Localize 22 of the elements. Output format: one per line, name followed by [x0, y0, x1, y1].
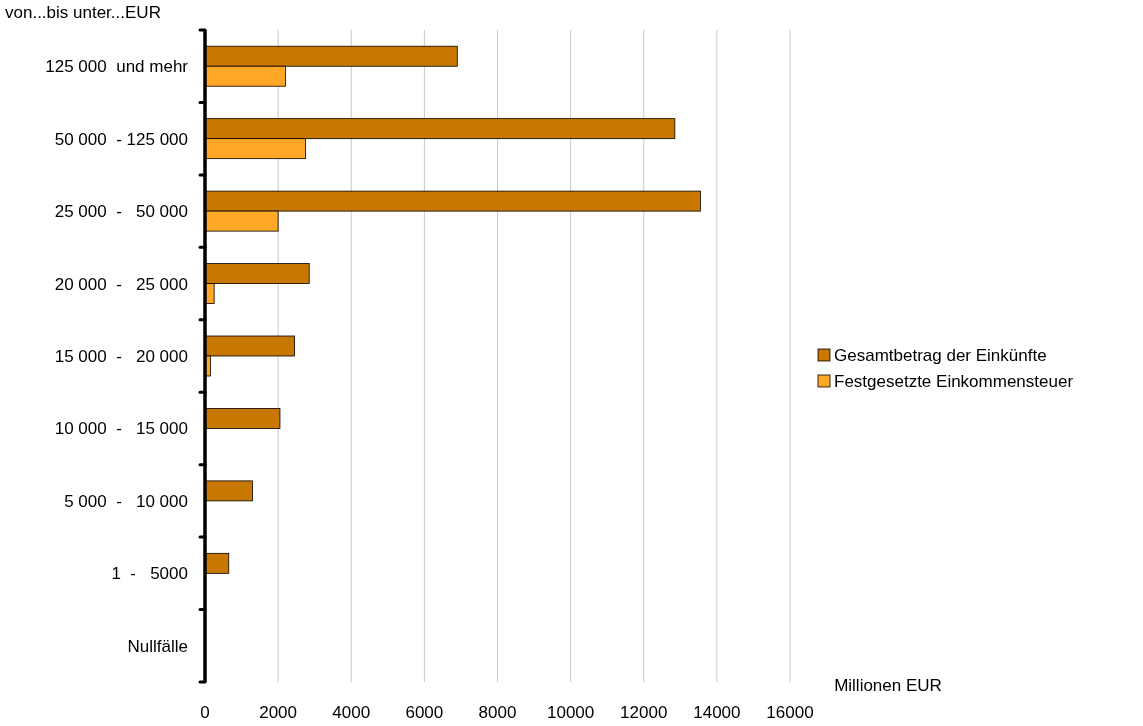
legend-label: Gesamtbetrag der Einkünfte — [834, 345, 1047, 365]
y-tick-label: 50 000 - 125 000 — [54, 129, 188, 149]
x-tick-label: 0 — [200, 703, 210, 722]
x-tick-label: 12000 — [620, 703, 668, 722]
y-tick-label: 125 000 und mehr — [45, 57, 189, 77]
x-tick-label: 10000 — [546, 703, 595, 722]
y-tick-label: 5 000 - 10 000 — [64, 491, 188, 511]
y-tick-label: Nullfälle — [127, 636, 188, 656]
x-tick-label: 4000 — [332, 703, 371, 722]
x-axis-title: Millionen EUR — [834, 676, 942, 695]
x-tick-label: 16000 — [766, 703, 814, 722]
y-tick-label: 15 000 - 20 000 — [54, 346, 188, 366]
y-tick-label: 1 - 5000 — [111, 564, 188, 584]
y-axis-title: von...bis unter...EUR — [5, 3, 161, 22]
x-tick-label: 8000 — [478, 703, 517, 722]
x-tick-label: 2000 — [259, 703, 298, 722]
y-tick-label: 25 000 - 50 000 — [54, 202, 188, 222]
x-tick-label: 6000 — [405, 703, 444, 722]
x-tick-label: 14000 — [693, 703, 741, 722]
y-tick-label: 20 000 - 25 000 — [54, 274, 188, 294]
legend-label: Festgesetzte Einkommensteuer — [834, 371, 1074, 391]
y-tick-label: 10 000 - 15 000 — [54, 419, 188, 439]
